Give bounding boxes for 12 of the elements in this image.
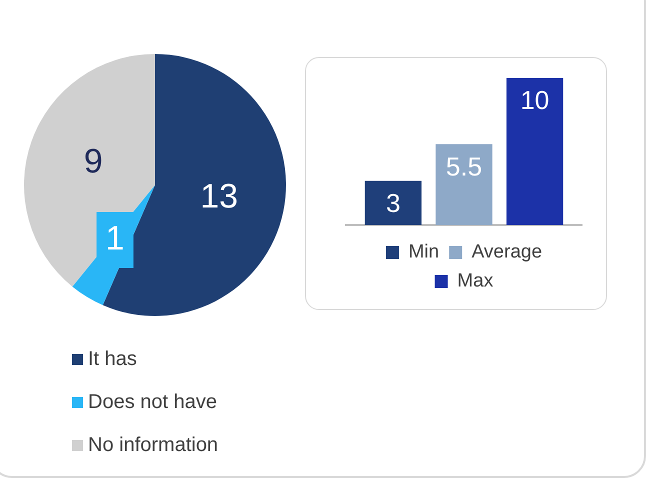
data-label: 9 [84,142,103,180]
legend-label: Does not have [88,391,217,414]
legend-label: No information [88,434,218,457]
data-label: 1 [106,219,124,258]
data-label: 3 [386,188,400,218]
data-label: 13 [200,178,238,216]
data-label: 10 [520,85,550,116]
data-label: 5.5 [446,151,482,182]
legend-label: Min [408,242,440,263]
legend-label: Max [457,270,494,292]
legend-label: Average [472,242,542,263]
legend-label: It has [88,348,137,371]
